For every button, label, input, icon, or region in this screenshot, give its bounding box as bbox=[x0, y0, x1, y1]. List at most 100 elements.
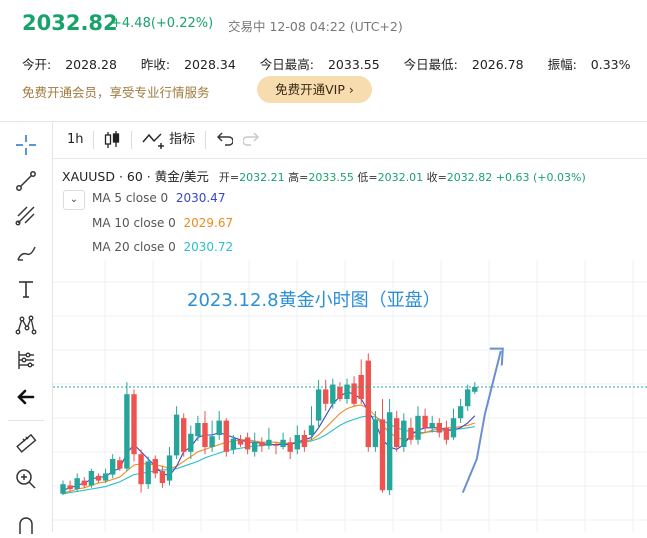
trend-line-icon[interactable] bbox=[13, 168, 39, 194]
stat-day-low: 今日最低: 2026.78 bbox=[403, 57, 524, 72]
stat-open: 今开: 2028.28 bbox=[22, 57, 117, 72]
candle-body bbox=[102, 473, 109, 481]
candle-body bbox=[67, 485, 73, 489]
brush-icon[interactable] bbox=[13, 240, 39, 266]
arrow-left-icon[interactable] bbox=[13, 384, 39, 410]
candle-body bbox=[230, 438, 237, 450]
candle-body bbox=[145, 461, 151, 485]
price-chart[interactable] bbox=[53, 260, 647, 532]
candle-body bbox=[394, 418, 400, 447]
candle-body bbox=[351, 383, 357, 404]
chart-legend: XAUUSD · 60 · 黄金/美元 开=2032.21 高=2033.55 … bbox=[62, 166, 586, 185]
candle-body bbox=[223, 420, 229, 452]
stat-day-high: 今日最高: 2033.55 bbox=[259, 57, 380, 72]
candle-body bbox=[181, 418, 187, 452]
candles bbox=[60, 353, 478, 495]
indicators-icon bbox=[142, 133, 164, 149]
fib-tool-icon[interactable] bbox=[13, 202, 39, 228]
candle-style-icon[interactable] bbox=[103, 122, 121, 158]
ma5-legend[interactable]: MA 5 close 0 2030.47 bbox=[92, 191, 226, 205]
candle-body bbox=[216, 420, 222, 435]
candle-body bbox=[81, 480, 87, 486]
candle-body bbox=[173, 414, 180, 456]
price-change: +4.48(+0.22%) bbox=[111, 16, 214, 31]
candle-body bbox=[195, 423, 201, 437]
candle-body bbox=[152, 459, 158, 474]
chart-grid bbox=[53, 260, 647, 532]
text-tool-icon[interactable] bbox=[13, 276, 39, 302]
candle-body bbox=[429, 423, 435, 428]
symbol-label[interactable]: XAUUSD · 60 · 黄金/美元 bbox=[62, 169, 209, 184]
ruler-icon[interactable] bbox=[13, 430, 39, 456]
quote-header: 2032.82 +4.48(+0.22%) 交易中 12-08 04:22 (U… bbox=[0, 0, 647, 118]
undo-icon[interactable] bbox=[215, 122, 234, 158]
candle-body bbox=[60, 484, 66, 494]
candle-body bbox=[472, 387, 478, 392]
candle-body bbox=[209, 436, 215, 447]
candle-body bbox=[110, 459, 116, 475]
header-divider bbox=[0, 121, 647, 122]
zoom-in-icon[interactable] bbox=[13, 466, 39, 492]
collapse-legend-button[interactable]: ⌄ bbox=[63, 190, 85, 210]
candle-body bbox=[95, 475, 102, 481]
candle-body bbox=[408, 427, 414, 440]
candle-body bbox=[344, 384, 350, 399]
toolbar-divider bbox=[8, 420, 44, 421]
candle-body bbox=[301, 435, 308, 447]
vip-button[interactable]: 免费开通VIP › bbox=[257, 76, 372, 103]
candle-body bbox=[202, 423, 208, 447]
crosshair-icon[interactable] bbox=[13, 132, 39, 158]
candle-body bbox=[372, 419, 379, 447]
candle-body bbox=[266, 439, 272, 446]
indicators-button[interactable]: 指标 bbox=[141, 122, 195, 158]
candle-body bbox=[159, 471, 166, 483]
magnet-icon[interactable] bbox=[13, 512, 39, 538]
stat-amplitude: 振幅: 0.33% bbox=[547, 57, 631, 72]
candle-body bbox=[259, 442, 265, 446]
candle-body bbox=[436, 423, 442, 433]
candle-body bbox=[117, 460, 123, 469]
candle-body bbox=[443, 427, 450, 440]
candle-body bbox=[273, 444, 279, 446]
candle-body bbox=[308, 425, 315, 435]
candle-body bbox=[237, 439, 244, 445]
ma20-legend[interactable]: MA 20 close 0 2030.72 bbox=[92, 240, 234, 254]
chart-toolbar: 1h 指标 bbox=[53, 122, 647, 159]
chevron-right-icon: › bbox=[348, 82, 354, 97]
candle-body bbox=[138, 454, 144, 485]
pattern-tool-icon[interactable] bbox=[13, 312, 39, 338]
chart-annotation-title: 2023.12.8黄金小时图（亚盘） bbox=[187, 290, 441, 311]
toolbar-separator bbox=[205, 131, 206, 149]
candle-body bbox=[124, 394, 130, 469]
chart-overlay bbox=[53, 347, 647, 493]
annotation-arrow-head bbox=[489, 347, 504, 366]
quote-stats: 今开: 2028.28 昨收: 2028.34 今日最高: 2033.55 今日… bbox=[22, 54, 647, 73]
candle-body bbox=[323, 389, 329, 404]
candle-body bbox=[401, 420, 407, 447]
measure-tool-icon[interactable] bbox=[13, 347, 39, 373]
redo-icon[interactable] bbox=[242, 122, 261, 158]
chevron-down-icon: ⌄ bbox=[69, 194, 79, 205]
last-price: 2032.82 bbox=[22, 11, 118, 35]
candle-body bbox=[287, 442, 293, 452]
candle-body bbox=[131, 394, 137, 455]
candle-body bbox=[74, 478, 80, 489]
candle-body bbox=[379, 419, 386, 491]
toolbar-separator bbox=[131, 131, 132, 149]
candle-body bbox=[330, 384, 336, 404]
candle-body bbox=[386, 412, 393, 491]
ohlc-readout: 开=2032.21 高=2033.55 低=2032.01 收=2032.82 … bbox=[218, 171, 586, 184]
candle-body bbox=[188, 433, 194, 452]
candle-body bbox=[252, 442, 258, 452]
candle-body bbox=[457, 406, 464, 419]
interval-selector[interactable]: 1h bbox=[67, 132, 84, 147]
vip-button-label: 免费开通VIP bbox=[275, 82, 345, 97]
ma10-legend[interactable]: MA 10 close 0 2029.67 bbox=[92, 216, 234, 230]
candle-body bbox=[315, 389, 322, 421]
candle-body bbox=[294, 435, 300, 450]
candle-body bbox=[450, 418, 457, 438]
candle-body bbox=[365, 360, 371, 447]
market-status: 交易中 12-08 04:22 (UTC+2) bbox=[228, 19, 403, 34]
candle-body bbox=[337, 387, 343, 399]
annotation-arrow bbox=[461, 350, 502, 493]
